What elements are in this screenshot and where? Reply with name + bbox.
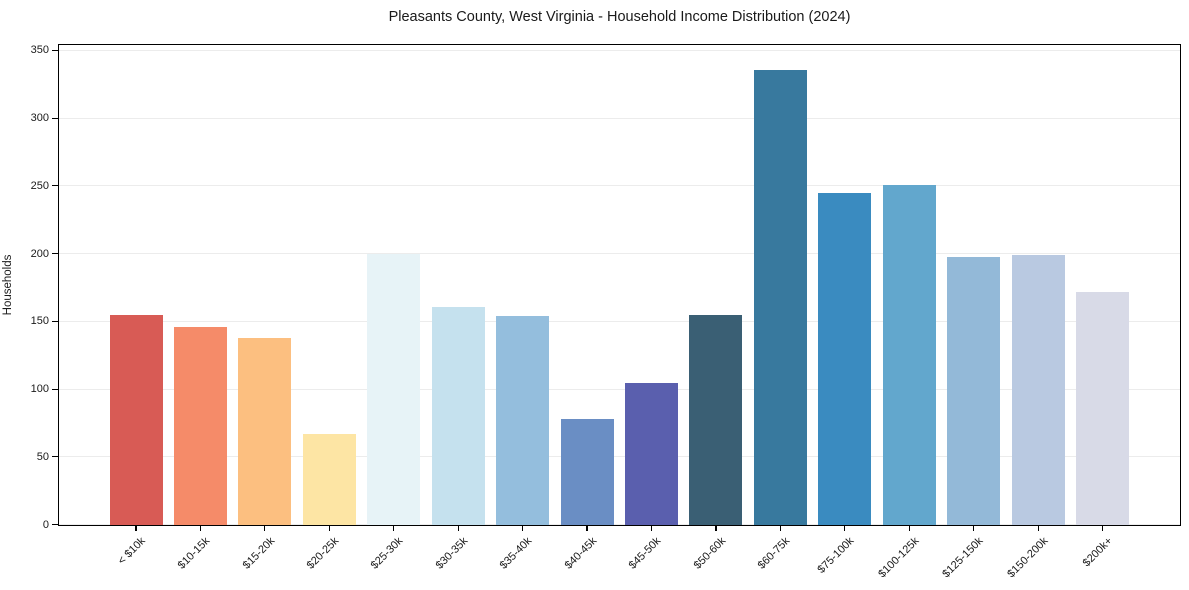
bar-150-200k <box>1011 255 1065 525</box>
gridline-y-350 <box>59 49 1180 51</box>
x-tick-label-50-60k: $50-60k <box>691 534 728 572</box>
y-tick-label-0: 0 <box>42 518 49 531</box>
x-tick-mark <box>457 525 459 531</box>
x-tick-mark <box>393 525 395 531</box>
bar-25-30k <box>367 254 421 525</box>
x-tick-mark <box>522 525 524 531</box>
x-tick-mark <box>715 525 717 531</box>
y-tick-mark <box>51 185 58 187</box>
x-tick-label-45-50k: $45-50k <box>626 534 664 572</box>
x-tick-mark <box>650 525 653 531</box>
bar-200k+ <box>1076 291 1130 525</box>
gridline-y-250 <box>59 185 1180 187</box>
x-tick-label-30-35k: $30-35k <box>433 534 471 572</box>
x-tick-label-25-30k: $25-30k <box>369 534 406 572</box>
bar-20-25k <box>302 434 356 525</box>
x-tick-label-10k: < $10k <box>115 534 148 567</box>
y-tick-label-300: 300 <box>30 112 49 125</box>
bar-100-125k <box>882 184 936 525</box>
x-tick-label-40-45k: $40-45k <box>562 534 599 572</box>
y-axis-label: Households <box>2 254 14 316</box>
x-tick-label-150-200k: $150-200k <box>1004 534 1051 580</box>
y-tick-mark <box>51 388 58 390</box>
y-tick-label-200: 200 <box>30 247 49 260</box>
x-tick-mark <box>135 525 137 531</box>
x-tick-label-10-15k: $10-15k <box>175 534 213 572</box>
bar-60-75k <box>753 69 807 525</box>
bar-40-45k <box>560 419 614 525</box>
y-tick-mark <box>51 524 58 526</box>
gridline-y-0 <box>59 524 1180 526</box>
x-tick-label-75-100k: $75-100k <box>815 534 857 576</box>
chart-title: Pleasants County, West Virginia - Househ… <box>388 9 851 25</box>
bar-10-15k <box>173 327 227 525</box>
gridline-y-100 <box>59 388 1180 390</box>
plot-area: 0 50 100 150 200 250 300 350 < $10k $10-15k $15-20… <box>31 44 1181 580</box>
y-tick-mark <box>51 49 58 51</box>
x-tick-mark <box>779 525 781 531</box>
y-tick-mark <box>51 320 58 322</box>
x-tick-mark <box>199 525 202 531</box>
gridline-y-150 <box>59 320 1180 322</box>
bar-75-100k <box>818 193 872 525</box>
x-tick-label-200k+: $200k+ <box>1080 534 1115 569</box>
bar-35-40k <box>496 316 550 525</box>
x-tick-mark <box>973 525 975 531</box>
x-tick-mark <box>586 525 588 531</box>
bar-30-35k <box>431 306 485 525</box>
x-tick-label-100-125k: $100-125k <box>875 534 922 580</box>
bar-125-150k <box>947 256 1001 525</box>
y-tick-label-150: 150 <box>30 315 49 328</box>
x-tick-mark <box>1037 525 1039 531</box>
gridline-y-200 <box>59 253 1180 255</box>
gridline-y-300 <box>59 117 1180 119</box>
y-tick-label-250: 250 <box>30 179 49 192</box>
x-tick-label-15-20k: $15-20k <box>240 534 277 572</box>
x-tick-mark <box>908 525 910 531</box>
x-tick-label-60-75k: $60-75k <box>755 534 793 572</box>
bar-50-60k <box>689 315 743 525</box>
x-tick-mark <box>264 525 266 531</box>
x-tick-label-35-40k: $35-40k <box>497 534 535 572</box>
gridline-y-50 <box>59 456 1180 458</box>
y-tick-mark <box>51 253 58 255</box>
bar-10k <box>109 315 163 525</box>
x-tick-mark <box>844 525 846 531</box>
bar-45-50k <box>625 382 679 525</box>
y-tick-label-50: 50 <box>36 450 49 463</box>
x-tick-mark <box>328 525 330 531</box>
x-tick-mark <box>1102 525 1104 531</box>
y-tick-mark <box>51 117 58 119</box>
bar-15-20k <box>238 338 292 525</box>
y-tick-mark <box>51 456 58 458</box>
x-tick-label-125-150k: $125-150k <box>940 534 986 580</box>
y-tick-label-100: 100 <box>30 383 49 396</box>
y-tick-label-350: 350 <box>30 44 49 57</box>
x-tick-label-20-25k: $20-25k <box>304 534 342 572</box>
